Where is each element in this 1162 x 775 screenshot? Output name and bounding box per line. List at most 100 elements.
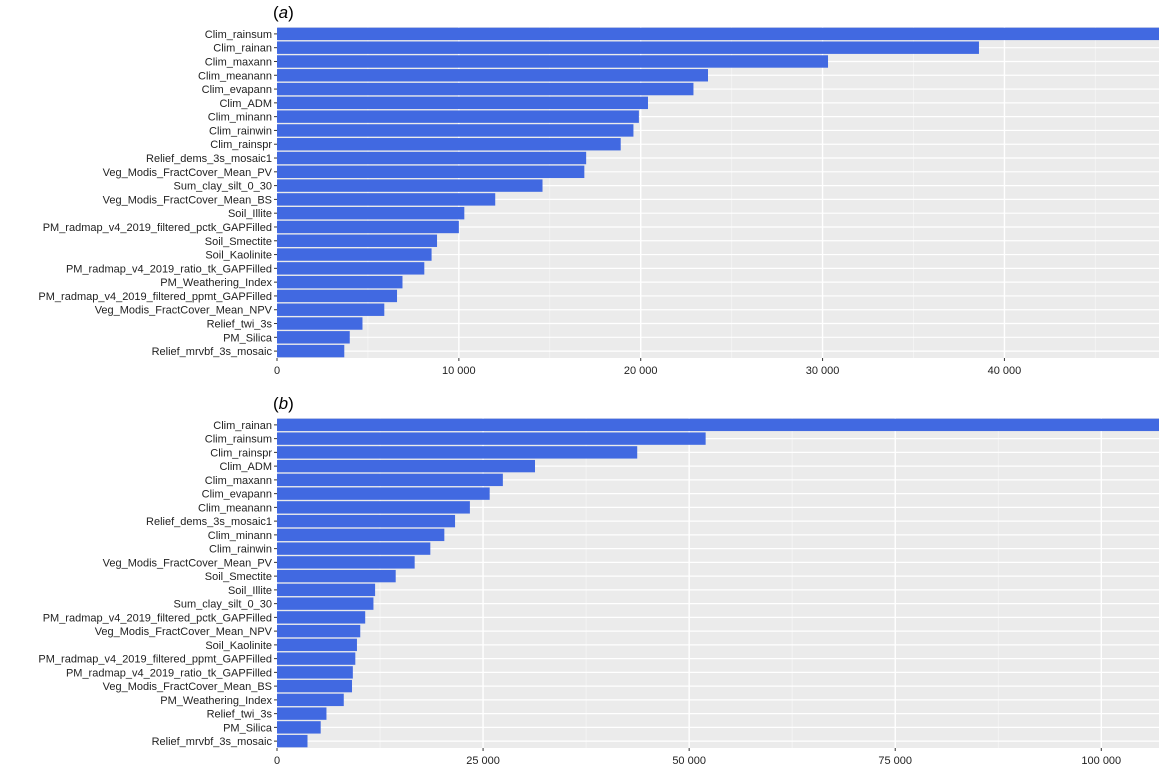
panel-a-background: [277, 27, 1159, 358]
panel-a-category-label: PM_radmap_v4_2019_filtered_pctk_GAPFille…: [43, 222, 272, 234]
panel-a-category-label: Soil_Illite: [228, 208, 272, 220]
panel-a-category-label: Relief_twi_3s: [207, 319, 273, 331]
panel-a-bar-Clim_rainspr: [277, 138, 621, 151]
panel-b-category-label: Sum_clay_silt_0_30: [174, 599, 272, 611]
panel-a-bar-Veg_Modis_FractCover_Mean_NPV: [277, 303, 385, 316]
panel-b-bar-PM_radmap_v4_2019_ratio_tk_GAPFilled: [277, 666, 353, 679]
panel-b-bar-Veg_Modis_FractCover_Mean_PV: [277, 556, 415, 569]
panel-b-bar-Veg_Modis_FractCover_Mean_NPV: [277, 624, 361, 638]
panel-b-label: (b): [273, 394, 294, 413]
panel-b-category-label: Clim_minann: [208, 530, 272, 542]
panel-b-bar-Clim_meanann: [277, 501, 470, 514]
panel-b-category-label: Clim_rainsum: [205, 434, 272, 446]
panel-a-bar-Clim_rainan: [277, 41, 979, 54]
panel-a-bar-Sum_clay_silt_0_30: [277, 179, 543, 192]
panel-b-category-label: Relief_mrvbf_3s_mosaic: [152, 736, 273, 748]
panel-b-category-label: Clim_meanann: [198, 502, 272, 514]
panel-b-category-label: Soil_Smectite: [205, 571, 272, 583]
panel-b-bar-PM_radmap_v4_2019_filtered_pctk_GAPFilled: [277, 611, 366, 624]
panel-b-category-label: Clim_evapann: [202, 489, 272, 501]
panel-b-xtick-label: 100 000: [1081, 755, 1121, 767]
panel-a-label: (a): [273, 3, 294, 22]
panel-b-category-label: Relief_twi_3s: [207, 709, 273, 721]
panel-a-bar-Clim_minann: [277, 110, 639, 123]
panel-b-bar-Veg_Modis_FractCover_Mean_BS: [277, 679, 353, 693]
panel-b-bar-PM_radmap_v4_2019_filtered_ppmt_GAPFilled: [277, 652, 356, 665]
panel-a-category-label: Clim_rainspr: [210, 139, 272, 151]
panel-b-bar-Clim_minann: [277, 528, 445, 542]
panel-a-bar-Clim_rainsum: [277, 27, 1159, 41]
panel-b-bar-Clim_rainwin: [277, 542, 431, 555]
panel-b-bar-Clim_maxann: [277, 473, 503, 487]
panel-a-bar-PM_Silica: [277, 331, 350, 344]
panel-a-category-label: PM_radmap_v4_2019_filtered_ppmt_GAPFille…: [38, 291, 272, 303]
panel-a-category-label: Clim_minann: [208, 112, 272, 124]
panel-b-category-label: Clim_rainwin: [209, 544, 272, 556]
panel-b-bar-Clim_evapann: [277, 487, 490, 500]
panel-a-category-label: Clim_maxann: [205, 56, 272, 68]
panel-b-bar-Soil_Kaolinite: [277, 638, 357, 652]
panel-a-category-label: Relief_dems_3s_mosaic1: [146, 153, 272, 165]
panel-b-bar-Soil_Illite: [277, 583, 376, 597]
panel-a-xtick-label: 0: [274, 365, 280, 377]
panel-b-category-label: Soil_Kaolinite: [205, 640, 272, 652]
panel-a-category-label: PM_Silica: [223, 332, 273, 344]
panel-a-category-label: Clim_rainwin: [209, 125, 272, 137]
panel-a-category-label: Sum_clay_silt_0_30: [174, 181, 272, 193]
panel-b-category-label: Clim_rainspr: [210, 447, 272, 459]
panel-a-xtick-label: 40 000: [988, 365, 1022, 377]
panel-b-xtick-label: 75 000: [878, 755, 912, 767]
panel-a-category-label: PM_Weathering_Index: [160, 277, 272, 289]
panel-a-category-label: Relief_mrvbf_3s_mosaic: [152, 346, 273, 358]
panel-b-category-label: Relief_dems_3s_mosaic1: [146, 516, 272, 528]
panel-a-bar-PM_radmap_v4_2019_filtered_ppmt_GAPFilled: [277, 289, 398, 303]
panel-b-bar-Clim_rainan: [277, 418, 1159, 432]
panel-a-bar-PM_radmap_v4_2019_filtered_pctk_GAPFilled: [277, 220, 459, 234]
panel-a-bar-Relief_twi_3s: [277, 317, 363, 330]
panel-a-category-label: Veg_Modis_FractCover_Mean_NPV: [95, 305, 273, 317]
panel-a-bar-Clim_ADM: [277, 96, 648, 110]
panel-b-background: [277, 418, 1159, 748]
panel-a-bar-Relief_dems_3s_mosaic1: [277, 151, 587, 165]
panel-b-bar-Sum_clay_silt_0_30: [277, 597, 374, 610]
panel-a-bar-Clim_rainwin: [277, 124, 634, 137]
panel-b-category-label: PM_Weathering_Index: [160, 695, 272, 707]
panel-b-bar-PM_Silica: [277, 721, 321, 734]
panel-b-category-label: Clim_rainan: [213, 420, 272, 432]
panel-b-bar-Soil_Smectite: [277, 569, 396, 583]
panel-a-category-label: Clim_evapann: [202, 84, 272, 96]
panel-a-category-label: Clim_ADM: [219, 98, 272, 110]
panel-a-bar-Relief_mrvbf_3s_mosaic: [277, 344, 345, 358]
panel-a-bar-Soil_Illite: [277, 206, 465, 220]
panel-a-category-label: Clim_rainan: [213, 43, 272, 55]
panel-b-bar-Relief_mrvbf_3s_mosaic: [277, 734, 308, 748]
panel-a-bar-Clim_evapann: [277, 82, 694, 96]
panel-b-category-label: Veg_Modis_FractCover_Mean_PV: [103, 557, 273, 569]
panel-a-bar-Soil_Smectite: [277, 234, 438, 247]
panel-b-xtick-label: 0: [274, 755, 280, 767]
panel-b-category-label: PM_Silica: [223, 722, 273, 734]
panel-b-category-label: Veg_Modis_FractCover_Mean_BS: [103, 681, 272, 693]
panel-b-xtick-label: 25 000: [466, 755, 500, 767]
panel-b-category-label: Clim_ADM: [219, 461, 272, 473]
panel-b-category-label: PM_radmap_v4_2019_ratio_tk_GAPFilled: [66, 667, 272, 679]
panel-b-bar-Relief_dems_3s_mosaic1: [277, 514, 456, 528]
panel-b-xtick-label: 50 000: [672, 755, 706, 767]
panel-a-category-label: PM_radmap_v4_2019_ratio_tk_GAPFilled: [66, 263, 272, 275]
panel-b-category-label: Soil_Illite: [228, 585, 272, 597]
panel-b-category-label: Clim_maxann: [205, 475, 272, 487]
panel-a-bar-Veg_Modis_FractCover_Mean_PV: [277, 165, 585, 179]
panel-b-category-label: PM_radmap_v4_2019_filtered_ppmt_GAPFille…: [38, 654, 272, 666]
panel-b-category-label: Veg_Modis_FractCover_Mean_NPV: [95, 626, 273, 638]
panel-b-bar-Relief_twi_3s: [277, 707, 327, 720]
panel-a-xtick-label: 30 000: [806, 365, 840, 377]
panel-a-xtick-label: 10 000: [442, 365, 476, 377]
panel-a-category-label: Soil_Smectite: [205, 236, 272, 248]
panel-a-category-label: Soil_Kaolinite: [205, 250, 272, 262]
panel-a-bar-Clim_maxann: [277, 55, 829, 68]
panel-a-bar-PM_Weathering_Index: [277, 275, 403, 289]
